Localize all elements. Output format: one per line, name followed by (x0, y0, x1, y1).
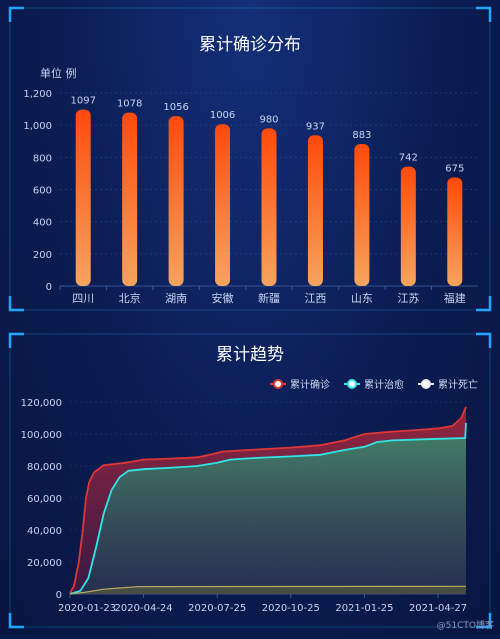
y-tick-label: 400 (33, 218, 52, 229)
bar-value-label: 883 (352, 130, 371, 141)
legend-label: 累计确诊 (290, 378, 330, 391)
bar (122, 112, 138, 286)
watermark: @51CTO博客 (436, 621, 494, 631)
x-tick-label: 福建 (444, 291, 466, 305)
confirmed-line (69, 406, 467, 594)
panel-corner (476, 613, 492, 629)
y-tick-label: 0 (56, 590, 62, 601)
bar (215, 124, 231, 287)
bar-value-label: 675 (445, 163, 464, 174)
y-tick-label: 600 (33, 186, 52, 197)
y-tick-label: 1,200 (23, 89, 52, 100)
legend-label: 累计治愈 (364, 378, 404, 391)
x-tick-label: 山东 (351, 292, 373, 305)
x-tick-label: 北京 (119, 291, 141, 305)
panel-frame (9, 7, 491, 311)
dead-line (69, 585, 467, 595)
y-tick-label: 120,000 (21, 398, 62, 409)
y-tick-label: 100,000 (21, 430, 62, 441)
x-tick-label: 2020-07-25 (188, 603, 246, 614)
x-tick-label: 2020-01-23 (58, 603, 116, 614)
cured-area (70, 422, 466, 594)
legend-marker (273, 379, 283, 389)
dead-area (70, 586, 466, 594)
bar-value-label: 1056 (163, 102, 188, 113)
panel-corner (8, 332, 24, 348)
cured-line (69, 422, 467, 595)
chart-title: 累计趋势 (216, 345, 284, 365)
bar-value-label: 1097 (70, 96, 95, 107)
x-tick-label: 2020-04-24 (115, 603, 173, 614)
y-tick-label: 200 (33, 250, 52, 261)
legend-label: 累计死亡 (438, 378, 478, 391)
panel-corner (476, 332, 492, 348)
bar (168, 116, 184, 286)
x-tick-label: 江苏 (397, 292, 419, 305)
bar (307, 135, 323, 286)
y-tick-label: 20,000 (27, 558, 62, 569)
bar-chart-panel: 累计确诊分布单位 例 0 200 400 600 800 1,000 1,200 1097 四川 1… (0, 0, 500, 318)
panel-corner (8, 296, 24, 312)
bar (354, 143, 370, 286)
panel-corner (476, 6, 492, 22)
x-tick-label: 2021-01-25 (335, 603, 393, 614)
panel-corner (8, 6, 24, 22)
y-tick-label: 1,000 (23, 121, 52, 132)
panel-corner (476, 296, 492, 312)
bar (261, 128, 277, 286)
legend-marker (347, 379, 357, 389)
y-tick-label: 60,000 (27, 494, 62, 505)
bar-value-label: 937 (306, 121, 325, 132)
panel-corner (8, 613, 24, 629)
bar-value-label: 742 (399, 153, 418, 164)
x-tick-label: 新疆 (258, 291, 280, 305)
x-tick-label: 四川 (72, 292, 94, 305)
x-tick-label: 湖南 (165, 292, 187, 305)
y-tick-label: 40,000 (27, 526, 62, 537)
bar-value-label: 1078 (117, 99, 142, 110)
bar (75, 109, 91, 287)
x-tick-label: 2020-10-25 (262, 603, 320, 614)
bar (400, 166, 416, 286)
bar (447, 177, 463, 286)
bar-value-label: 1006 (210, 110, 235, 121)
x-tick-label: 安徽 (212, 291, 234, 305)
y-tick-label: 800 (33, 153, 52, 164)
x-tick-label: 2021-04-27 (409, 603, 467, 614)
panel-frame (9, 333, 491, 628)
trend-chart-panel: 累计趋势 累计确诊 累计治愈 累计死亡 0 20,000 40,000 60,000 80,00… (0, 326, 500, 635)
y-tick-label: 0 (46, 282, 52, 293)
y-axis-unit: 单位 例 (40, 66, 77, 80)
legend-marker (421, 379, 431, 389)
y-tick-label: 80,000 (27, 462, 62, 473)
x-tick-label: 江西 (304, 292, 326, 305)
chart-title: 累计确诊分布 (199, 35, 301, 55)
bar-value-label: 980 (259, 114, 278, 125)
